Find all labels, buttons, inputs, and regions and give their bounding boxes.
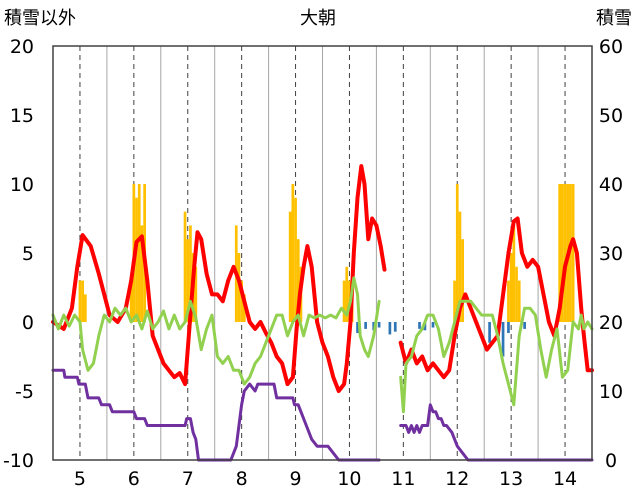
bar	[563, 184, 567, 322]
bar	[240, 280, 243, 322]
bar	[501, 322, 505, 357]
bar	[453, 280, 456, 322]
y-tick-label-right: 30	[599, 243, 623, 265]
y-tick-label-left: -5	[15, 381, 34, 403]
y-tick-label-right: 20	[599, 312, 623, 334]
x-axis-ticks: 5 6 7 8 9 10 11 12 13 14	[74, 468, 577, 490]
bar	[183, 211, 187, 322]
bar	[342, 280, 346, 322]
y-tick-label-right: 60	[599, 36, 623, 58]
series-line	[398, 216, 594, 380]
bar	[388, 322, 392, 335]
bar	[561, 184, 564, 322]
y-tick-label-left: 20	[10, 36, 34, 58]
bar	[78, 280, 82, 322]
bar	[509, 253, 513, 322]
bar	[194, 266, 198, 322]
bar	[288, 211, 292, 322]
bar	[356, 322, 359, 334]
bar	[571, 184, 575, 322]
x-tick-label: 5	[74, 468, 86, 490]
x-tick-label: 9	[290, 468, 302, 490]
bar	[431, 322, 435, 328]
bar	[523, 322, 526, 329]
y-tick-label-right: 0	[605, 450, 617, 472]
y-axis-right-ticks: 0 10 20 30 40 50 60	[599, 36, 623, 472]
bar	[364, 322, 367, 329]
series-lines	[51, 164, 594, 462]
x-tick-label: 13	[499, 468, 523, 490]
bar	[393, 322, 397, 332]
bar	[296, 239, 300, 322]
series-line	[51, 276, 381, 386]
x-tick-label: 10	[337, 468, 361, 490]
y-tick-label-right: 40	[599, 174, 623, 196]
bar	[135, 197, 138, 322]
bar	[377, 322, 381, 328]
bar	[186, 239, 190, 322]
x-tick-label: 11	[391, 468, 415, 490]
bar	[294, 197, 297, 322]
bar	[423, 322, 427, 331]
plot-frame	[52, 45, 593, 461]
y-tick-label-left: -10	[3, 450, 34, 472]
bar	[488, 322, 491, 343]
bar	[507, 280, 510, 322]
bar	[515, 266, 518, 322]
x-tick-label: 8	[236, 468, 248, 490]
bar	[83, 294, 87, 322]
x-tick-label: 7	[182, 468, 194, 490]
bar	[81, 280, 84, 322]
bar	[129, 280, 133, 322]
bar	[458, 211, 462, 322]
y-axis-left-label: 積雪以外	[4, 8, 76, 29]
bar	[291, 184, 295, 322]
series-line	[51, 164, 387, 393]
bar	[507, 322, 510, 334]
bar	[461, 239, 464, 322]
chart-title: 大朝	[300, 8, 336, 29]
x-tick-label: 14	[553, 468, 577, 490]
bar	[345, 266, 349, 322]
series-line	[51, 368, 381, 462]
bar	[418, 322, 421, 329]
y-tick-label-left: 15	[10, 105, 34, 127]
grid	[79, 46, 566, 460]
bar	[512, 225, 516, 322]
series-line	[399, 403, 594, 462]
bar	[189, 225, 192, 322]
bar	[517, 280, 521, 322]
bar	[455, 184, 459, 322]
bar	[140, 225, 144, 322]
bar	[558, 184, 562, 322]
y-tick-label-right: 10	[599, 381, 623, 403]
bar	[137, 184, 141, 322]
y-tick-label-left: 0	[22, 312, 34, 334]
y-axis-right-label: 積雪	[596, 8, 632, 29]
y-tick-label-left: 10	[10, 174, 34, 196]
x-tick-label: 12	[445, 468, 469, 490]
y-tick-label-right: 50	[599, 105, 623, 127]
series-line	[399, 299, 594, 414]
y-tick-label-left: 5	[22, 243, 34, 265]
x-tick-label: 6	[128, 468, 140, 490]
y-axis-left-ticks: -10 -5 0 5 10 15 20	[3, 36, 34, 472]
